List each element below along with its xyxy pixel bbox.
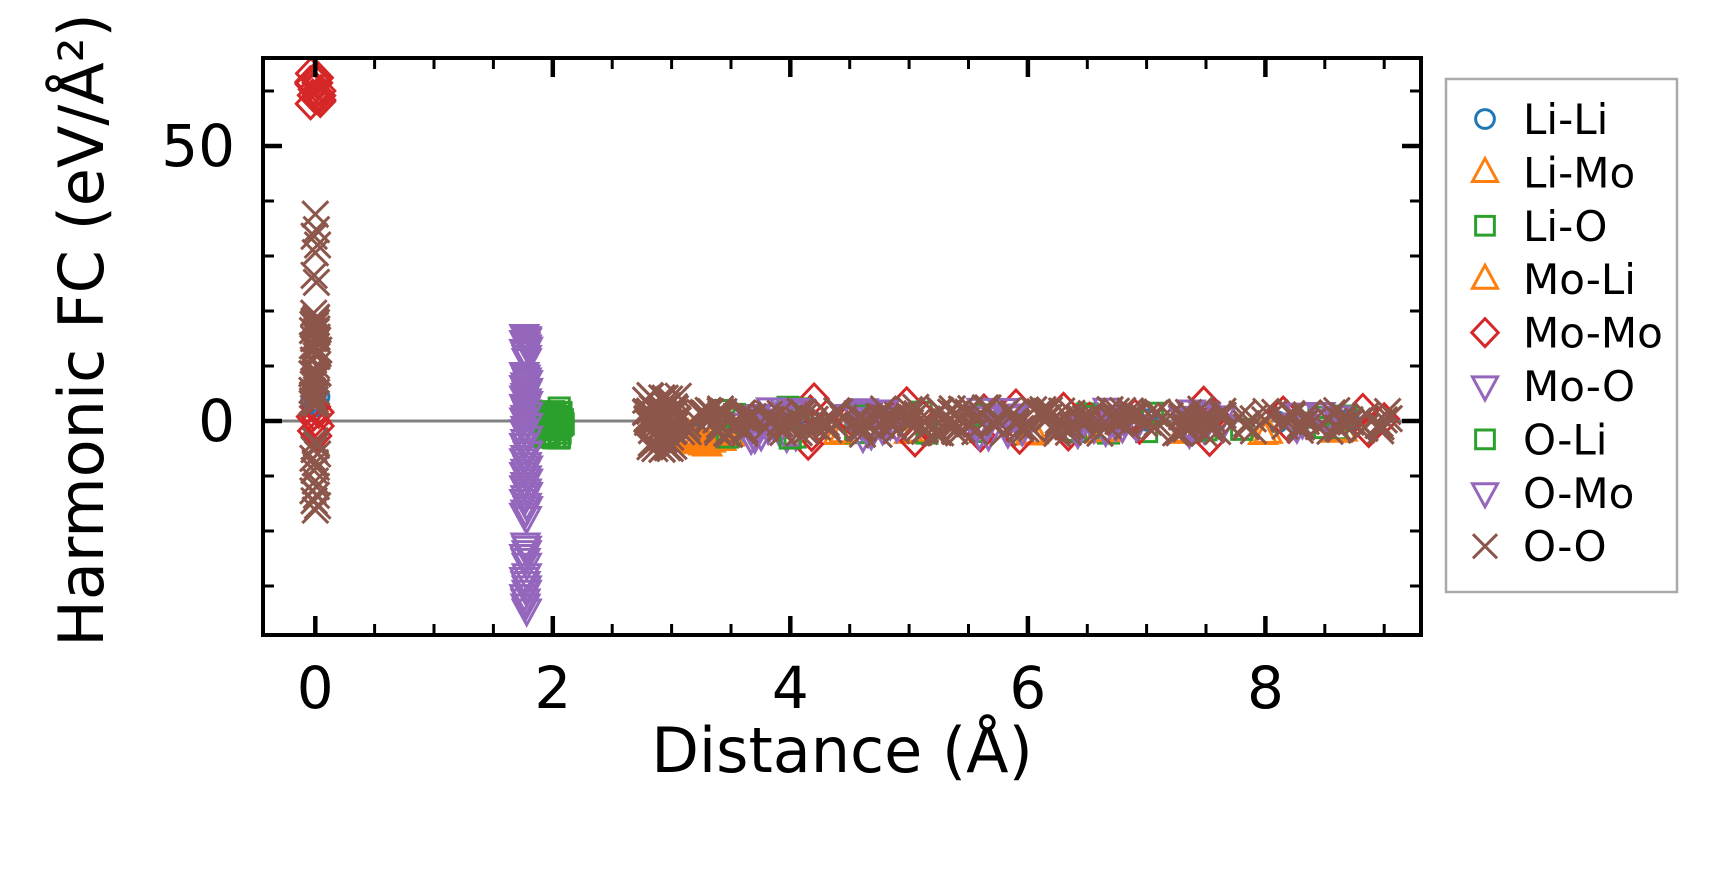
y-axis-label: Harmonic FC (eV/Å²)	[45, 13, 118, 646]
legend-marker-triangle-down	[1469, 482, 1501, 510]
x-tick-label: 2	[534, 654, 571, 722]
legend-label: O-O	[1523, 522, 1607, 571]
series-o-o	[297, 200, 1404, 525]
y-tick-label: 50	[161, 112, 235, 180]
legend-item-mo-o: Mo-O	[1469, 362, 1635, 411]
legend-item-li-mo: Li-Mo	[1469, 148, 1635, 197]
legend-item-mo-li: Mo-Li	[1469, 255, 1636, 304]
legend-label: Mo-O	[1523, 362, 1635, 411]
legend-marker-circle	[1474, 108, 1496, 130]
x-tick-label: 0	[297, 654, 334, 722]
legend-label: O-Li	[1523, 415, 1607, 464]
legend-label: Mo-Mo	[1523, 309, 1663, 358]
plot-border	[261, 56, 1423, 637]
legend-item-o-mo: O-Mo	[1469, 469, 1634, 518]
series-o-mo	[508, 326, 1353, 623]
legend-marker-diamond	[1469, 316, 1501, 349]
legend-label: O-Mo	[1523, 469, 1634, 518]
x-tick-label: 6	[1009, 654, 1046, 722]
legend-label: Li-Mo	[1523, 148, 1635, 197]
tick-labels: 0 2 4 6 8 0 50	[161, 112, 1284, 722]
y-tick-label: 0	[198, 387, 235, 455]
legend-item-o-o: O-O	[1471, 522, 1607, 571]
legend-item-li-li: Li-Li	[1474, 95, 1608, 144]
legend-item-o-li: O-Li	[1474, 415, 1607, 464]
legend-label: Li-Li	[1523, 95, 1608, 144]
legend-marker-triangle-down	[1469, 375, 1501, 404]
x-tick-label: 4	[772, 654, 809, 722]
legend-marker-square	[1474, 214, 1496, 237]
x-tick-label: 8	[1247, 654, 1284, 722]
legend-label: Li-O	[1523, 202, 1607, 251]
legend-marker-x	[1471, 533, 1499, 560]
legend-item-mo-mo: Mo-Mo	[1469, 309, 1663, 358]
series-mo-o	[508, 323, 1319, 628]
legend-marker-triangle-up	[1469, 155, 1501, 183]
legend-marker-square	[1474, 428, 1496, 451]
axes-layer	[261, 56, 1423, 637]
x-axis-label: Distance (Å)	[651, 714, 1033, 787]
legend-label: Mo-Li	[1523, 255, 1636, 304]
legend-marker-triangle-up	[1469, 262, 1501, 290]
legend-item-li-o: Li-O	[1474, 202, 1607, 251]
data-layer	[293, 56, 1404, 628]
